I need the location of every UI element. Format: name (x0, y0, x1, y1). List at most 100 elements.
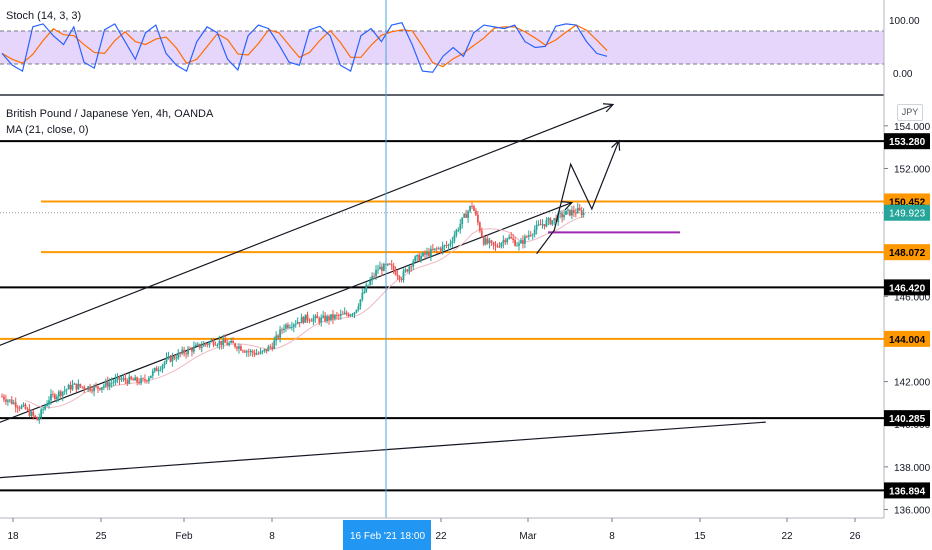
candle-body (369, 280, 372, 285)
candle-body (99, 388, 101, 390)
candle-body (30, 411, 33, 416)
candle-body (347, 314, 350, 317)
candle-body (292, 324, 295, 328)
candle-body (424, 252, 426, 255)
candle-body (153, 367, 156, 371)
candle-body (73, 383, 76, 385)
candle-body (175, 358, 178, 360)
candle-body (193, 346, 195, 352)
candle-body (506, 238, 509, 243)
price-level-label: 140.285 (889, 414, 926, 425)
candle-body (492, 242, 495, 245)
candle-body (484, 238, 487, 245)
price-axis[interactable]: 154.000152.000150.000148.000146.000144.0… (884, 122, 931, 517)
candle-body (69, 385, 72, 390)
candle-body (128, 376, 131, 384)
candle-body (332, 314, 334, 319)
current-price-tag (884, 204, 930, 221)
candle-body (453, 235, 456, 242)
candle-body (218, 340, 221, 345)
candle-body (510, 236, 513, 239)
candle-body (441, 245, 444, 251)
candle-body (527, 235, 530, 237)
candle-body (71, 384, 74, 390)
candle-body (433, 248, 436, 250)
candle-body (543, 224, 546, 227)
candle-body (114, 378, 117, 383)
candle-body (475, 210, 477, 215)
candle-body (6, 400, 9, 402)
candle-body (247, 351, 250, 353)
candle-body (255, 353, 258, 355)
candle-body (216, 344, 219, 346)
candle-body (420, 255, 422, 261)
candle-body (580, 209, 583, 216)
candle-body (451, 241, 454, 244)
candle-body (404, 269, 407, 272)
candle-body (22, 404, 25, 406)
candle-body (496, 245, 499, 247)
candle-body (118, 376, 121, 380)
candle-body (443, 245, 446, 246)
candle-body (106, 381, 109, 387)
candle-body (208, 342, 211, 345)
time-tick-label: 26 (849, 531, 861, 542)
current-price-label: 149.923 (889, 209, 926, 220)
candle-body (539, 224, 542, 226)
candle-body (261, 350, 264, 352)
candle-body (377, 269, 379, 271)
candle-body (196, 343, 199, 345)
price-level-tag (884, 410, 930, 427)
candle-body (159, 369, 162, 371)
candle-body (283, 328, 285, 331)
candle-body (500, 243, 503, 247)
candle-body (40, 409, 43, 418)
candle-body (271, 346, 274, 349)
candle-body (396, 274, 399, 277)
candle-body (398, 276, 401, 280)
candle-body (147, 378, 150, 382)
price-tick-label: 136.000 (894, 505, 931, 516)
price-level-tag (884, 482, 930, 499)
price-level-label: 146.420 (889, 283, 926, 294)
candle-body (132, 379, 135, 381)
candle-body (75, 383, 78, 390)
currency-badge[interactable]: JPY (897, 104, 923, 121)
ma-legend: MA (21, close, 0) (6, 124, 89, 136)
candle-body (24, 404, 27, 409)
candle-body (363, 291, 366, 294)
candle-body (142, 378, 144, 380)
candle-body (155, 367, 158, 372)
candle-body (567, 209, 569, 211)
candle-body (337, 315, 340, 316)
candle-body (26, 408, 29, 410)
candle-body (8, 399, 11, 401)
candle-body (251, 350, 254, 353)
projection-arrowhead (611, 139, 621, 151)
candle-body (547, 218, 550, 221)
candle-body (522, 240, 524, 244)
candle-body (220, 340, 223, 346)
candle-body (108, 383, 111, 387)
candle-body (498, 246, 501, 248)
price-tick-label: 152.000 (894, 164, 931, 175)
candle-body (206, 344, 209, 346)
channel-lower-arrowhead (561, 201, 574, 211)
candle-body (296, 321, 299, 324)
candle-body (288, 327, 291, 328)
candle-body (263, 349, 266, 351)
candle-body (345, 312, 348, 315)
candle-body (294, 323, 297, 325)
candle-body (238, 346, 240, 349)
candle-body (312, 318, 315, 322)
candle-body (93, 386, 95, 392)
candle-body (38, 417, 41, 421)
candle-body (138, 381, 140, 384)
candle-body (212, 340, 215, 345)
stoch-upper-label: 100.00 (889, 16, 920, 27)
candle-body (161, 364, 164, 370)
candle-body (146, 380, 148, 382)
time-axis[interactable]: 18 25 Feb 8 16 Feb '21 18:00 22 Mar 8 15 22 26 (7, 518, 861, 550)
candle-body (151, 370, 154, 376)
